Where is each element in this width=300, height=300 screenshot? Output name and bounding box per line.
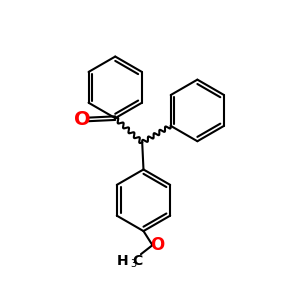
Text: C: C <box>132 254 142 268</box>
Text: H: H <box>116 254 128 268</box>
Text: O: O <box>74 110 91 129</box>
Text: 3: 3 <box>130 259 137 269</box>
Text: O: O <box>150 236 164 254</box>
